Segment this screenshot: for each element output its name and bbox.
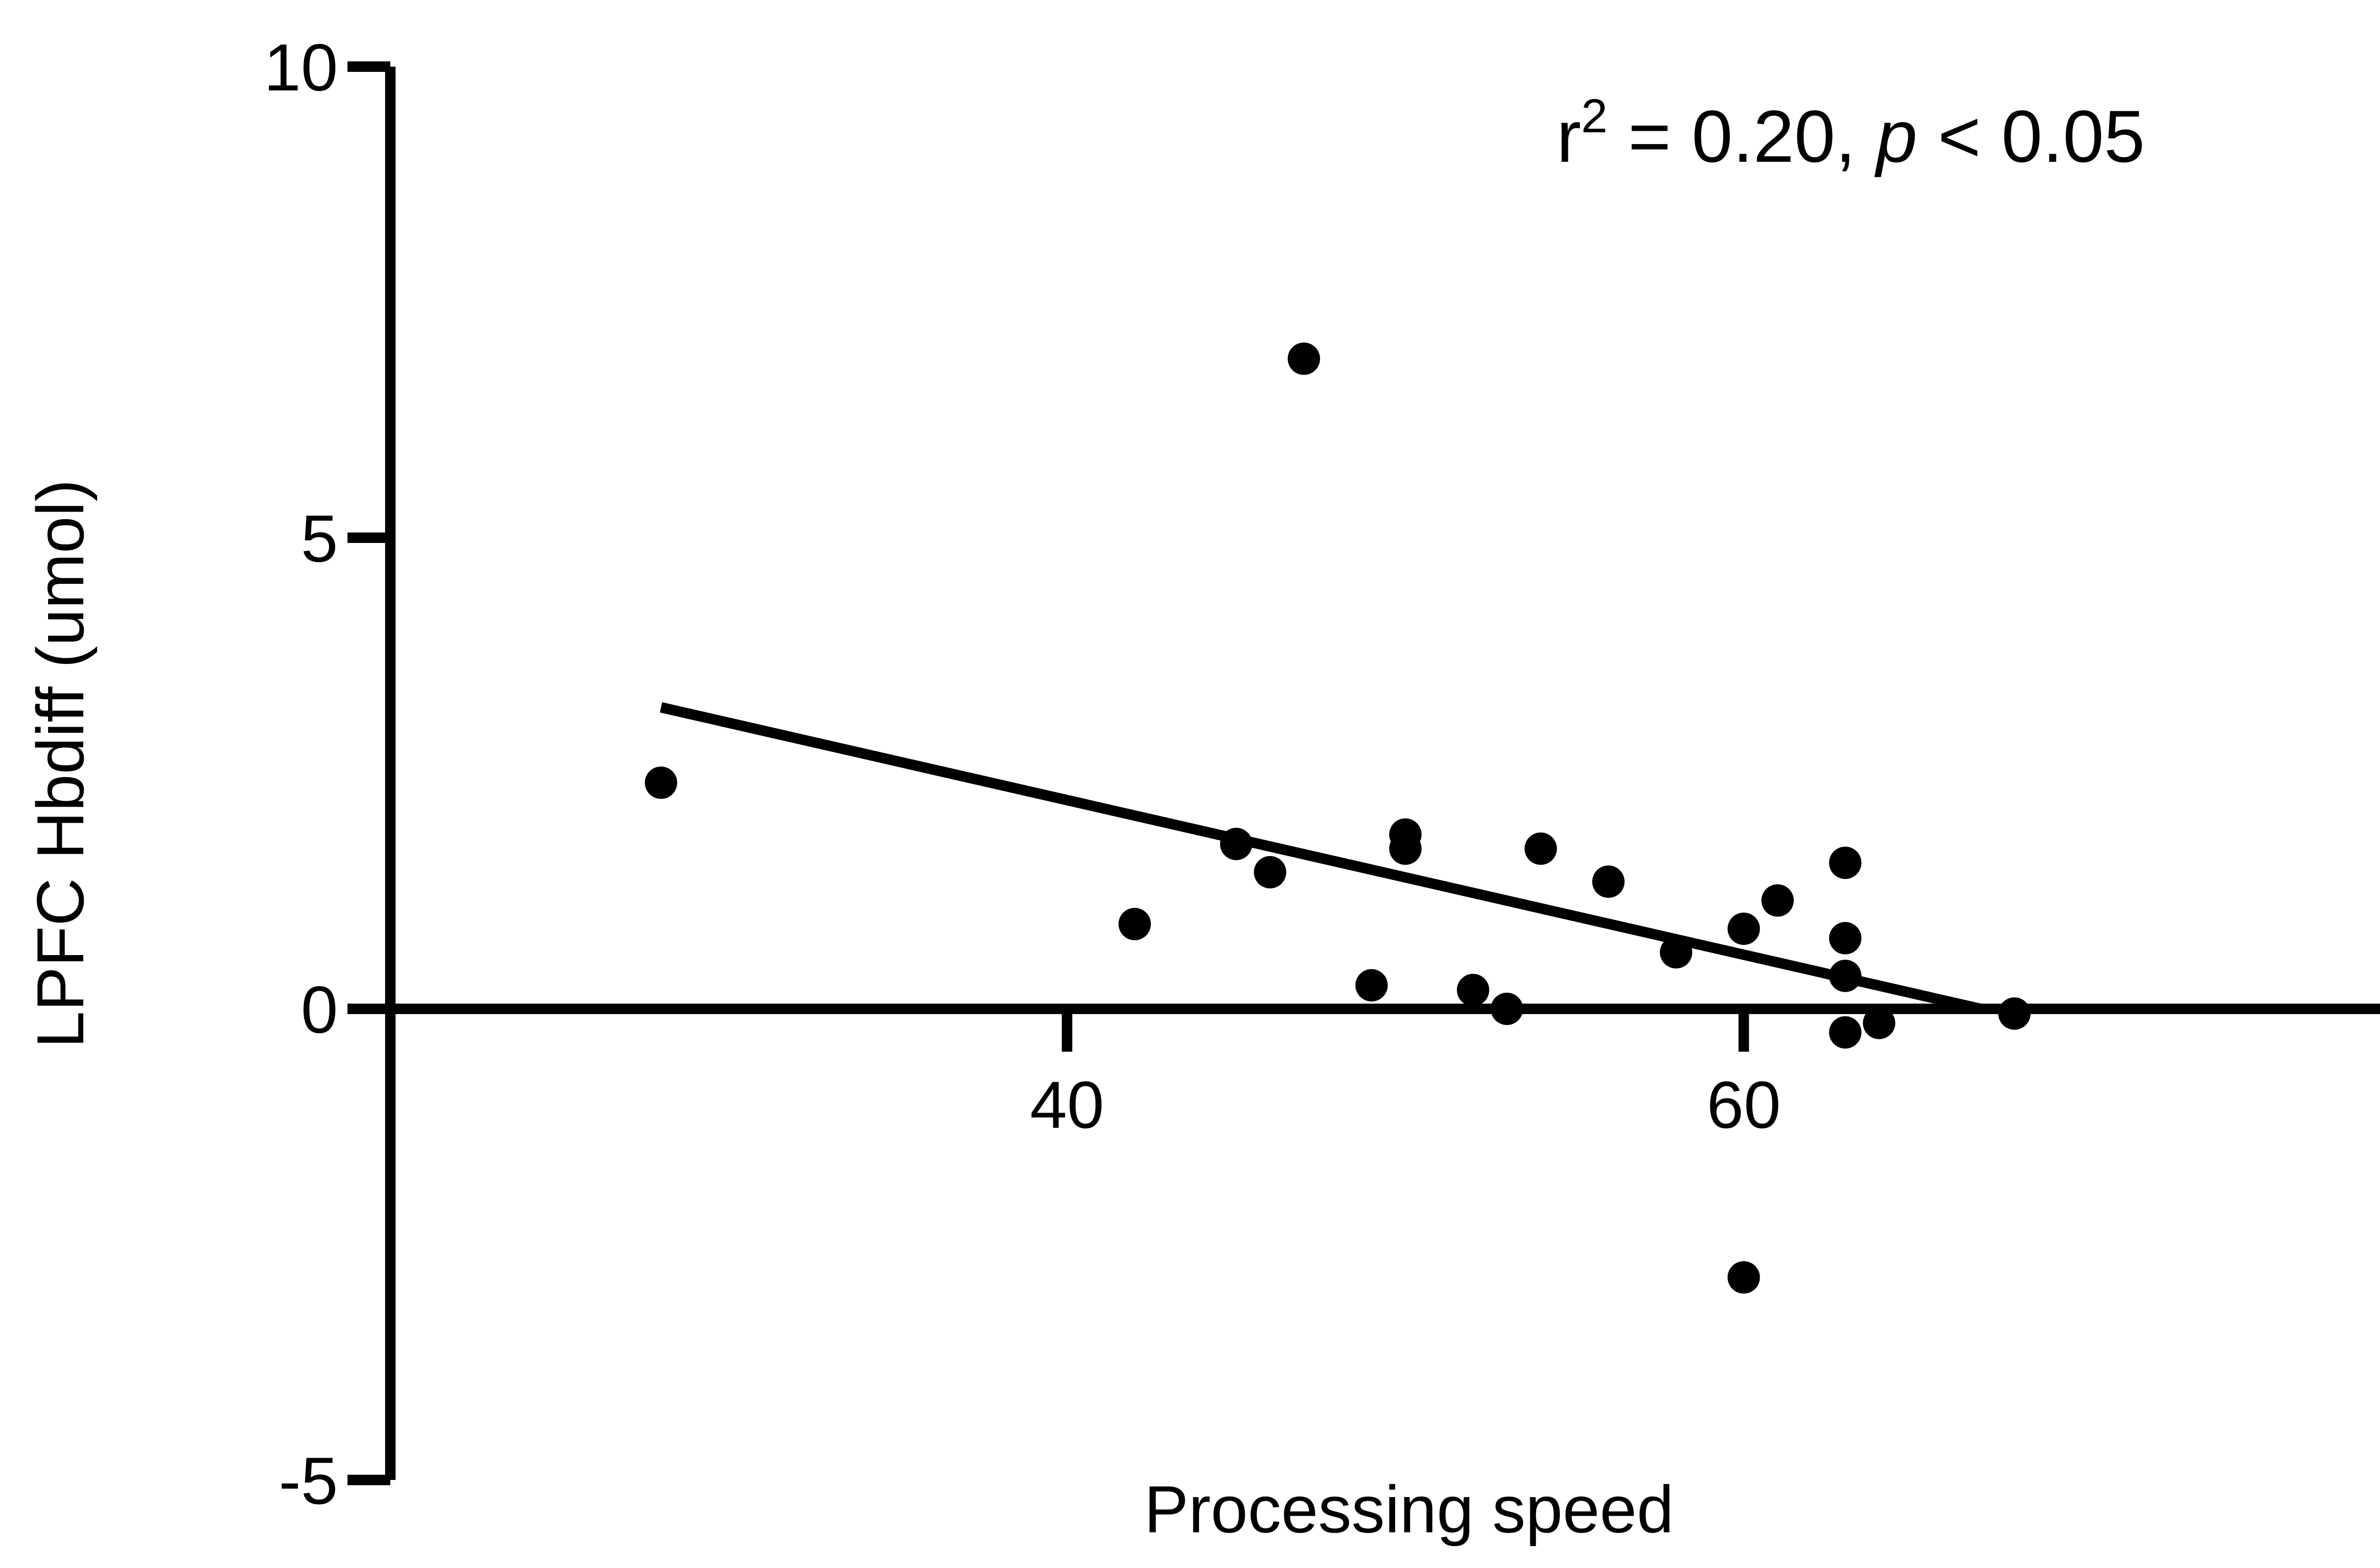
data-point: [1829, 1016, 1862, 1049]
y-tick-label: 10: [264, 30, 338, 105]
x-axis-title: Processing speed: [1144, 1472, 1674, 1547]
y-tick-label: 5: [301, 501, 338, 576]
data-point: [1727, 1261, 1760, 1294]
annotation-p-value: < 0.05: [1917, 95, 2145, 178]
x-tick-label: 60: [1706, 1067, 1781, 1142]
data-point: [1355, 969, 1388, 1002]
data-point: [1254, 856, 1287, 888]
data-point: [1118, 907, 1151, 940]
regression-line: [660, 702, 1982, 1014]
x-tick-label: 40: [1030, 1067, 1104, 1142]
data-point: [1288, 342, 1320, 375]
data-point: [1592, 865, 1625, 898]
data-point: [1220, 828, 1253, 860]
data-point: [1490, 993, 1523, 1025]
data-points: [645, 342, 2031, 1294]
data-point: [1829, 959, 1862, 992]
data-point: [1829, 847, 1862, 879]
x-ticks: 406080: [1030, 1009, 1781, 1142]
annotation-p: p: [1874, 95, 1917, 178]
data-point: [645, 766, 677, 799]
stats-annotation: r2 = 0.20, p < 0.05: [1557, 89, 2145, 178]
data-point: [1829, 922, 1862, 955]
data-point: [1761, 884, 1794, 917]
data-point: [1998, 997, 2031, 1030]
data-point: [1389, 832, 1422, 865]
annotation-r-value: = 0.20,: [1607, 95, 1876, 178]
data-point: [1863, 1006, 1895, 1039]
data-point: [1524, 832, 1557, 865]
data-point: [1727, 912, 1760, 945]
y-ticks: -5 0 5 10: [264, 30, 390, 1518]
annotation-r-exponent: 2: [1581, 89, 1608, 143]
data-point: [1660, 936, 1693, 969]
y-axis-title: LPFC Hbdiff (umol): [23, 479, 98, 1048]
data-point: [1457, 974, 1489, 1006]
y-tick-label: 0: [301, 972, 338, 1047]
annotation-r: r: [1557, 95, 1581, 178]
y-tick-label: -5: [279, 1443, 338, 1518]
